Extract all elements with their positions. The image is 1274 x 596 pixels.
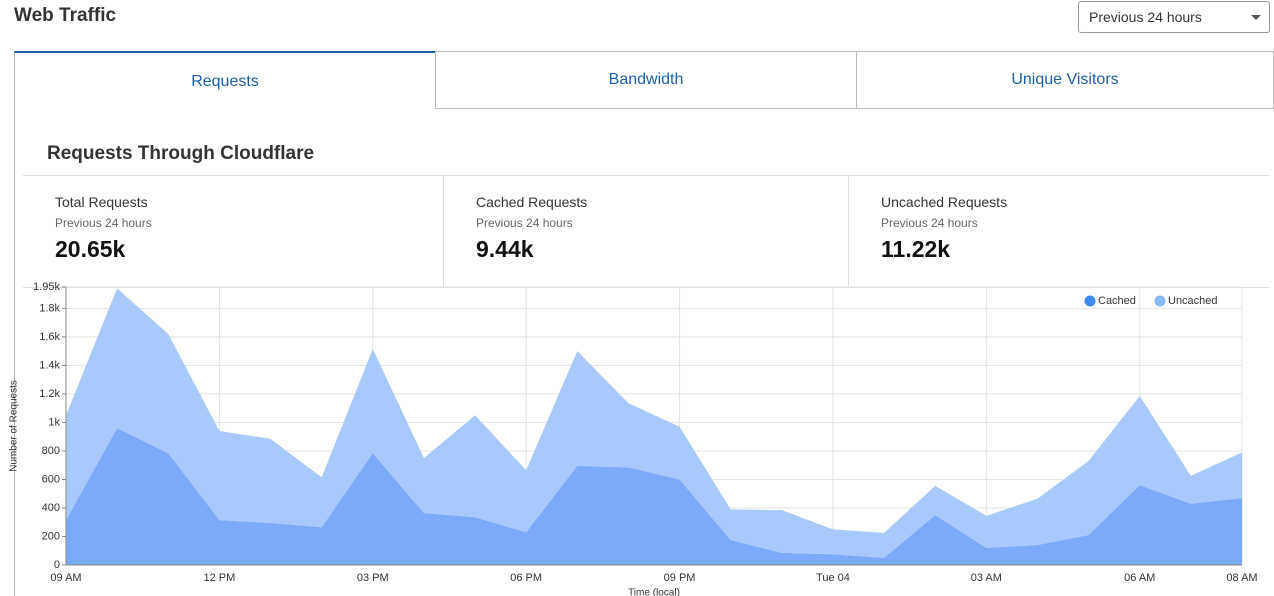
legend-label: Uncached	[1168, 295, 1218, 307]
x-tick-label: 06 AM	[1124, 572, 1155, 584]
tab[interactable]: Bandwidth	[435, 51, 857, 109]
y-tick-label: 400	[42, 502, 60, 514]
stat-value: 20.65k	[55, 236, 126, 262]
stats: Total Requests Previous 24 hours 20.65k …	[23, 175, 1269, 288]
stat-label: Cached Requests	[476, 194, 588, 210]
stat: Uncached Requests Previous 24 hours 11.2…	[848, 176, 1269, 287]
area	[66, 288, 1242, 558]
y-tick-label: 1k	[48, 416, 60, 428]
section-title: Requests Through Cloudflare	[47, 143, 315, 164]
legend-label: Cached	[1098, 295, 1136, 307]
legend-marker	[1084, 295, 1096, 307]
x-tick-label: 03 AM	[971, 572, 1002, 584]
x-tick-label: 09 AM	[50, 572, 81, 584]
y-tick-label: 1.4k	[39, 359, 60, 371]
x-axis-title: Time (local)	[628, 588, 680, 596]
stat: Total Requests Previous 24 hours 20.65k	[23, 176, 443, 287]
stat-period: Previous 24 hours	[55, 216, 152, 230]
tab[interactable]: Requests	[14, 51, 436, 109]
x-tick-label: 08 AM	[1226, 572, 1257, 584]
x-tick-label: Tue 04	[816, 572, 850, 584]
y-tick-label: 200	[42, 530, 60, 542]
y-tick-label: 0	[54, 559, 60, 571]
stat-label: Total Requests	[55, 194, 148, 210]
panel-border	[14, 109, 15, 596]
stat: Cached Requests Previous 24 hours 9.44k	[443, 176, 848, 287]
y-tick-label: 600	[42, 473, 60, 485]
area	[66, 428, 1242, 565]
stat-period: Previous 24 hours	[881, 216, 978, 230]
x-tick-label: 12 PM	[203, 572, 235, 584]
y-tick-label: 1.8k	[39, 302, 60, 314]
y-tick-label: 1.95k	[33, 281, 60, 293]
tab[interactable]: Unique Visitors	[856, 51, 1274, 109]
stat-value: 9.44k	[476, 236, 534, 262]
x-tick-label: 09 PM	[664, 572, 696, 584]
x-tick-label: 03 PM	[357, 572, 389, 584]
y-tick-label: 1.6k	[39, 331, 60, 343]
x-tick-label: 06 PM	[510, 572, 542, 584]
y-tick-label: 800	[42, 445, 60, 457]
stat-value: 11.22k	[881, 236, 951, 262]
stat-period: Previous 24 hours	[476, 216, 573, 230]
page-title: Web Traffic	[14, 5, 117, 26]
legend-marker	[1154, 295, 1166, 307]
y-axis-title: Number of Requests	[9, 380, 20, 472]
stat-label: Uncached Requests	[881, 194, 1008, 210]
range-select[interactable]: Previous 24 hours	[1078, 1, 1270, 33]
y-tick-label: 1.2k	[39, 388, 60, 400]
